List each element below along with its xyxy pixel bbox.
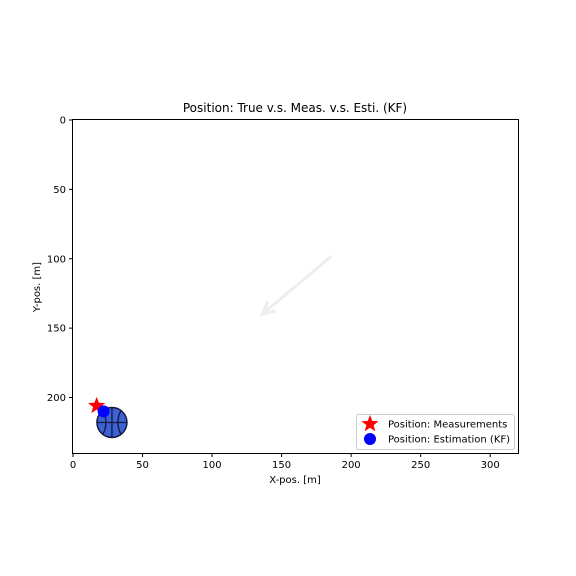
y-tick-label: 100 bbox=[47, 254, 66, 265]
x-tick-label: 50 bbox=[136, 460, 149, 471]
legend-marker-measurements bbox=[361, 415, 379, 432]
x-tick-label: 100 bbox=[203, 460, 222, 471]
faint-arrow-head bbox=[259, 300, 277, 317]
x-axis-label: X-pos. [m] bbox=[269, 475, 321, 486]
x-tick-label: 200 bbox=[342, 460, 361, 471]
y-tick-label: 150 bbox=[47, 324, 66, 335]
y-tick-label: 200 bbox=[47, 393, 66, 404]
data-points bbox=[88, 396, 110, 418]
x-axis: 0 50 100 150 200 250 300 bbox=[70, 453, 500, 471]
legend-marker-estimation bbox=[364, 433, 376, 445]
faint-arrow-shaft bbox=[261, 254, 333, 316]
legend: Position: Measurements Position: Estimati… bbox=[356, 414, 515, 450]
y-axis-label: Y-pos. [m] bbox=[32, 262, 43, 313]
y-tick-label: 0 bbox=[60, 116, 66, 127]
legend-box bbox=[356, 414, 515, 450]
x-tick-label: 150 bbox=[272, 460, 291, 471]
legend-label: Position: Estimation (KF) bbox=[388, 435, 510, 446]
y-axis: 0 50 100 150 200 bbox=[47, 116, 73, 404]
x-tick-label: 300 bbox=[481, 460, 500, 471]
estimation-point bbox=[97, 405, 110, 418]
measurement-point bbox=[88, 396, 106, 414]
chart-title: Position: True v.s. Meas. v.s. Esti. (KF… bbox=[183, 101, 407, 115]
y-tick-label: 50 bbox=[53, 185, 66, 196]
x-tick-label: 250 bbox=[411, 460, 430, 471]
legend-label: Position: Measurements bbox=[388, 420, 507, 431]
x-tick-label: 0 bbox=[70, 460, 76, 471]
